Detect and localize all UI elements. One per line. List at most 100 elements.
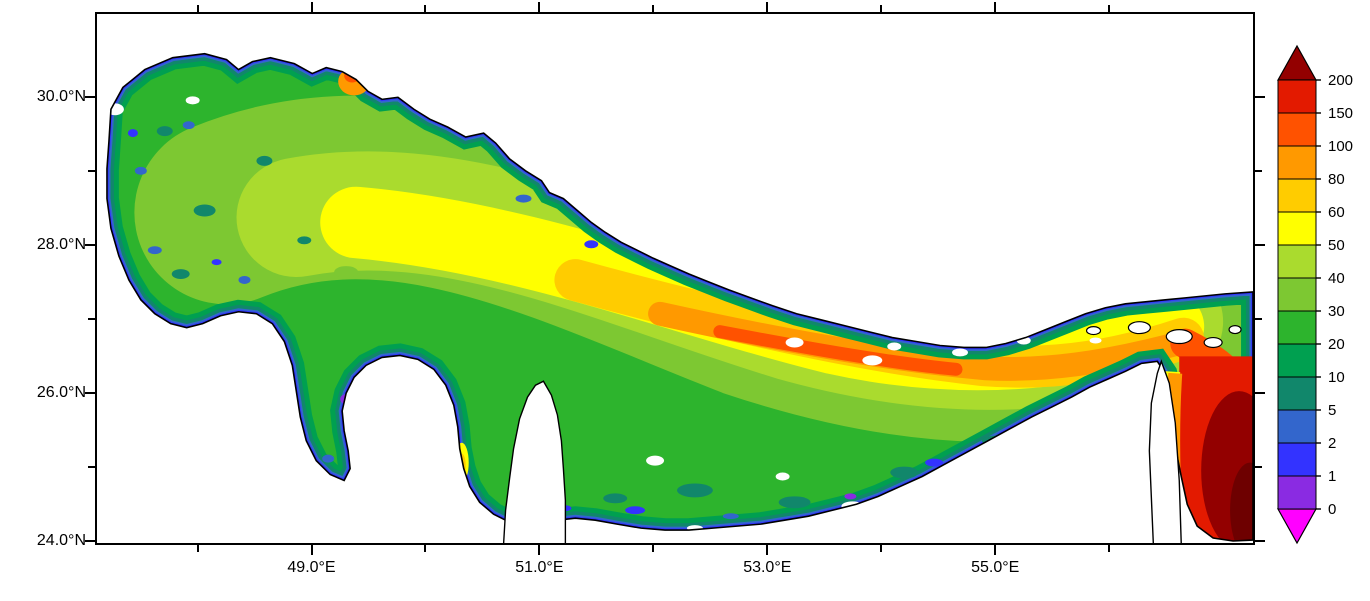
colorbar-tick-label: 20: [1328, 336, 1345, 353]
colorbar-tick-label: 150: [1328, 105, 1353, 122]
y-tick-label: 30.0°N: [36, 88, 86, 106]
speckle: [844, 493, 857, 500]
colorbar-tick-label: 1: [1328, 468, 1336, 485]
qatar-peninsula: [502, 380, 567, 543]
field-band-100-150: [713, 325, 963, 376]
no-data-patch: [393, 397, 422, 429]
speckle: [193, 204, 216, 217]
colorbar-tick-label: 100: [1328, 138, 1353, 155]
colorbar-over-arrow: [1276, 44, 1318, 81]
speckle: [676, 483, 713, 498]
no-data-patch: [646, 455, 665, 466]
island: [1203, 336, 1223, 349]
x-tick-top: [538, 2, 541, 12]
x-tick-bottom: [880, 545, 883, 552]
speckle: [171, 269, 190, 279]
colorbar-segment: [1277, 145, 1317, 180]
x-tick-top: [1108, 5, 1111, 12]
x-tick-bottom: [538, 545, 541, 555]
colorbar-segment: [1277, 310, 1317, 345]
y-tick-left: [88, 318, 95, 321]
x-tick-label: 49.0°E: [287, 559, 336, 576]
speckle: [156, 126, 173, 137]
speckle: [890, 466, 919, 479]
y-tick-label: 26.0°N: [36, 384, 86, 402]
y-tick-left: [85, 540, 95, 543]
y-tick-left: [85, 96, 95, 99]
x-tick-top: [310, 2, 313, 12]
no-data-patch: [1089, 337, 1102, 344]
island: [1165, 329, 1193, 345]
speckle: [134, 166, 147, 175]
island: [1085, 326, 1102, 336]
no-data-patch: [185, 96, 200, 105]
x-tick-top: [766, 2, 769, 12]
colorbar-tick-label: 50: [1328, 237, 1345, 254]
no-data-patch: [887, 342, 902, 351]
x-tick-top: [424, 5, 427, 12]
x-tick-bottom: [766, 545, 769, 555]
speckle: [238, 276, 251, 284]
colorbar-segment: [1277, 277, 1317, 312]
x-tick-bottom: [994, 545, 997, 555]
colorbar-tick-label: 200: [1328, 72, 1353, 89]
speckle: [256, 155, 273, 166]
speckle: [127, 129, 138, 138]
speckle: [778, 496, 811, 509]
y-tick-left: [85, 244, 95, 247]
speckle: [211, 259, 222, 266]
speckle: [381, 231, 407, 246]
x-tick-bottom: [1108, 545, 1111, 552]
colorbar-tick-label: 0: [1328, 501, 1336, 518]
y-tick-label: 24.0°N: [36, 532, 86, 550]
speckle: [375, 442, 386, 451]
y-tick-left: [88, 466, 95, 469]
gulf-map: [106, 52, 1253, 543]
colorbar-segment: [1277, 409, 1317, 444]
x-tick-bottom: [652, 545, 655, 552]
y-tick-label: 28.0°N: [36, 236, 86, 254]
x-tick-top: [880, 5, 883, 12]
speckle: [722, 513, 739, 520]
speckle: [686, 251, 739, 278]
x-tick-bottom: [196, 545, 199, 552]
colorbar-tick-label: 10: [1328, 369, 1345, 386]
speckle: [147, 246, 162, 255]
speckle: [584, 240, 599, 249]
y-tick-right: [1255, 96, 1265, 99]
no-data-patch: [422, 430, 437, 447]
speckle: [693, 255, 720, 270]
no-data-patch: [1003, 494, 1020, 503]
colorbar-segment: [1277, 343, 1317, 378]
x-tick-bottom: [310, 545, 313, 555]
colorbar-tick-label: 40: [1328, 270, 1345, 287]
colorbar-segment: [1277, 178, 1317, 213]
oman-deepest-core: [1230, 462, 1253, 542]
island: [1228, 325, 1242, 335]
no-data-patch: [785, 337, 804, 348]
speckle: [297, 236, 312, 245]
y-tick-right: [1255, 318, 1262, 321]
plot-frame: [95, 12, 1255, 545]
colorbar: 0 1 2 5 10 20 30 40 50 60 80 100 150 200: [1276, 44, 1353, 545]
x-tick-top: [994, 2, 997, 12]
speckle: [603, 493, 628, 504]
colorbar-segment: [1277, 112, 1317, 147]
speckle: [322, 454, 335, 463]
field-layers: [106, 53, 1253, 542]
colorbar-tick-label: 2: [1328, 435, 1336, 452]
y-tick-right: [1255, 466, 1262, 469]
no-data-patch: [775, 472, 790, 481]
x-tick-label: 55.0°E: [971, 559, 1020, 576]
x-tick-label: 51.0°E: [515, 559, 564, 576]
y-tick-right: [1255, 392, 1265, 395]
speckle: [515, 194, 532, 203]
x-tick-top: [196, 5, 199, 12]
x-tick-label: 53.0°E: [743, 559, 792, 576]
speckle: [925, 458, 944, 467]
speckle: [182, 121, 195, 130]
x-tick-bottom: [424, 545, 427, 552]
colorbar-tick-label: 30: [1328, 303, 1345, 320]
colorbar-segment: [1277, 211, 1317, 246]
